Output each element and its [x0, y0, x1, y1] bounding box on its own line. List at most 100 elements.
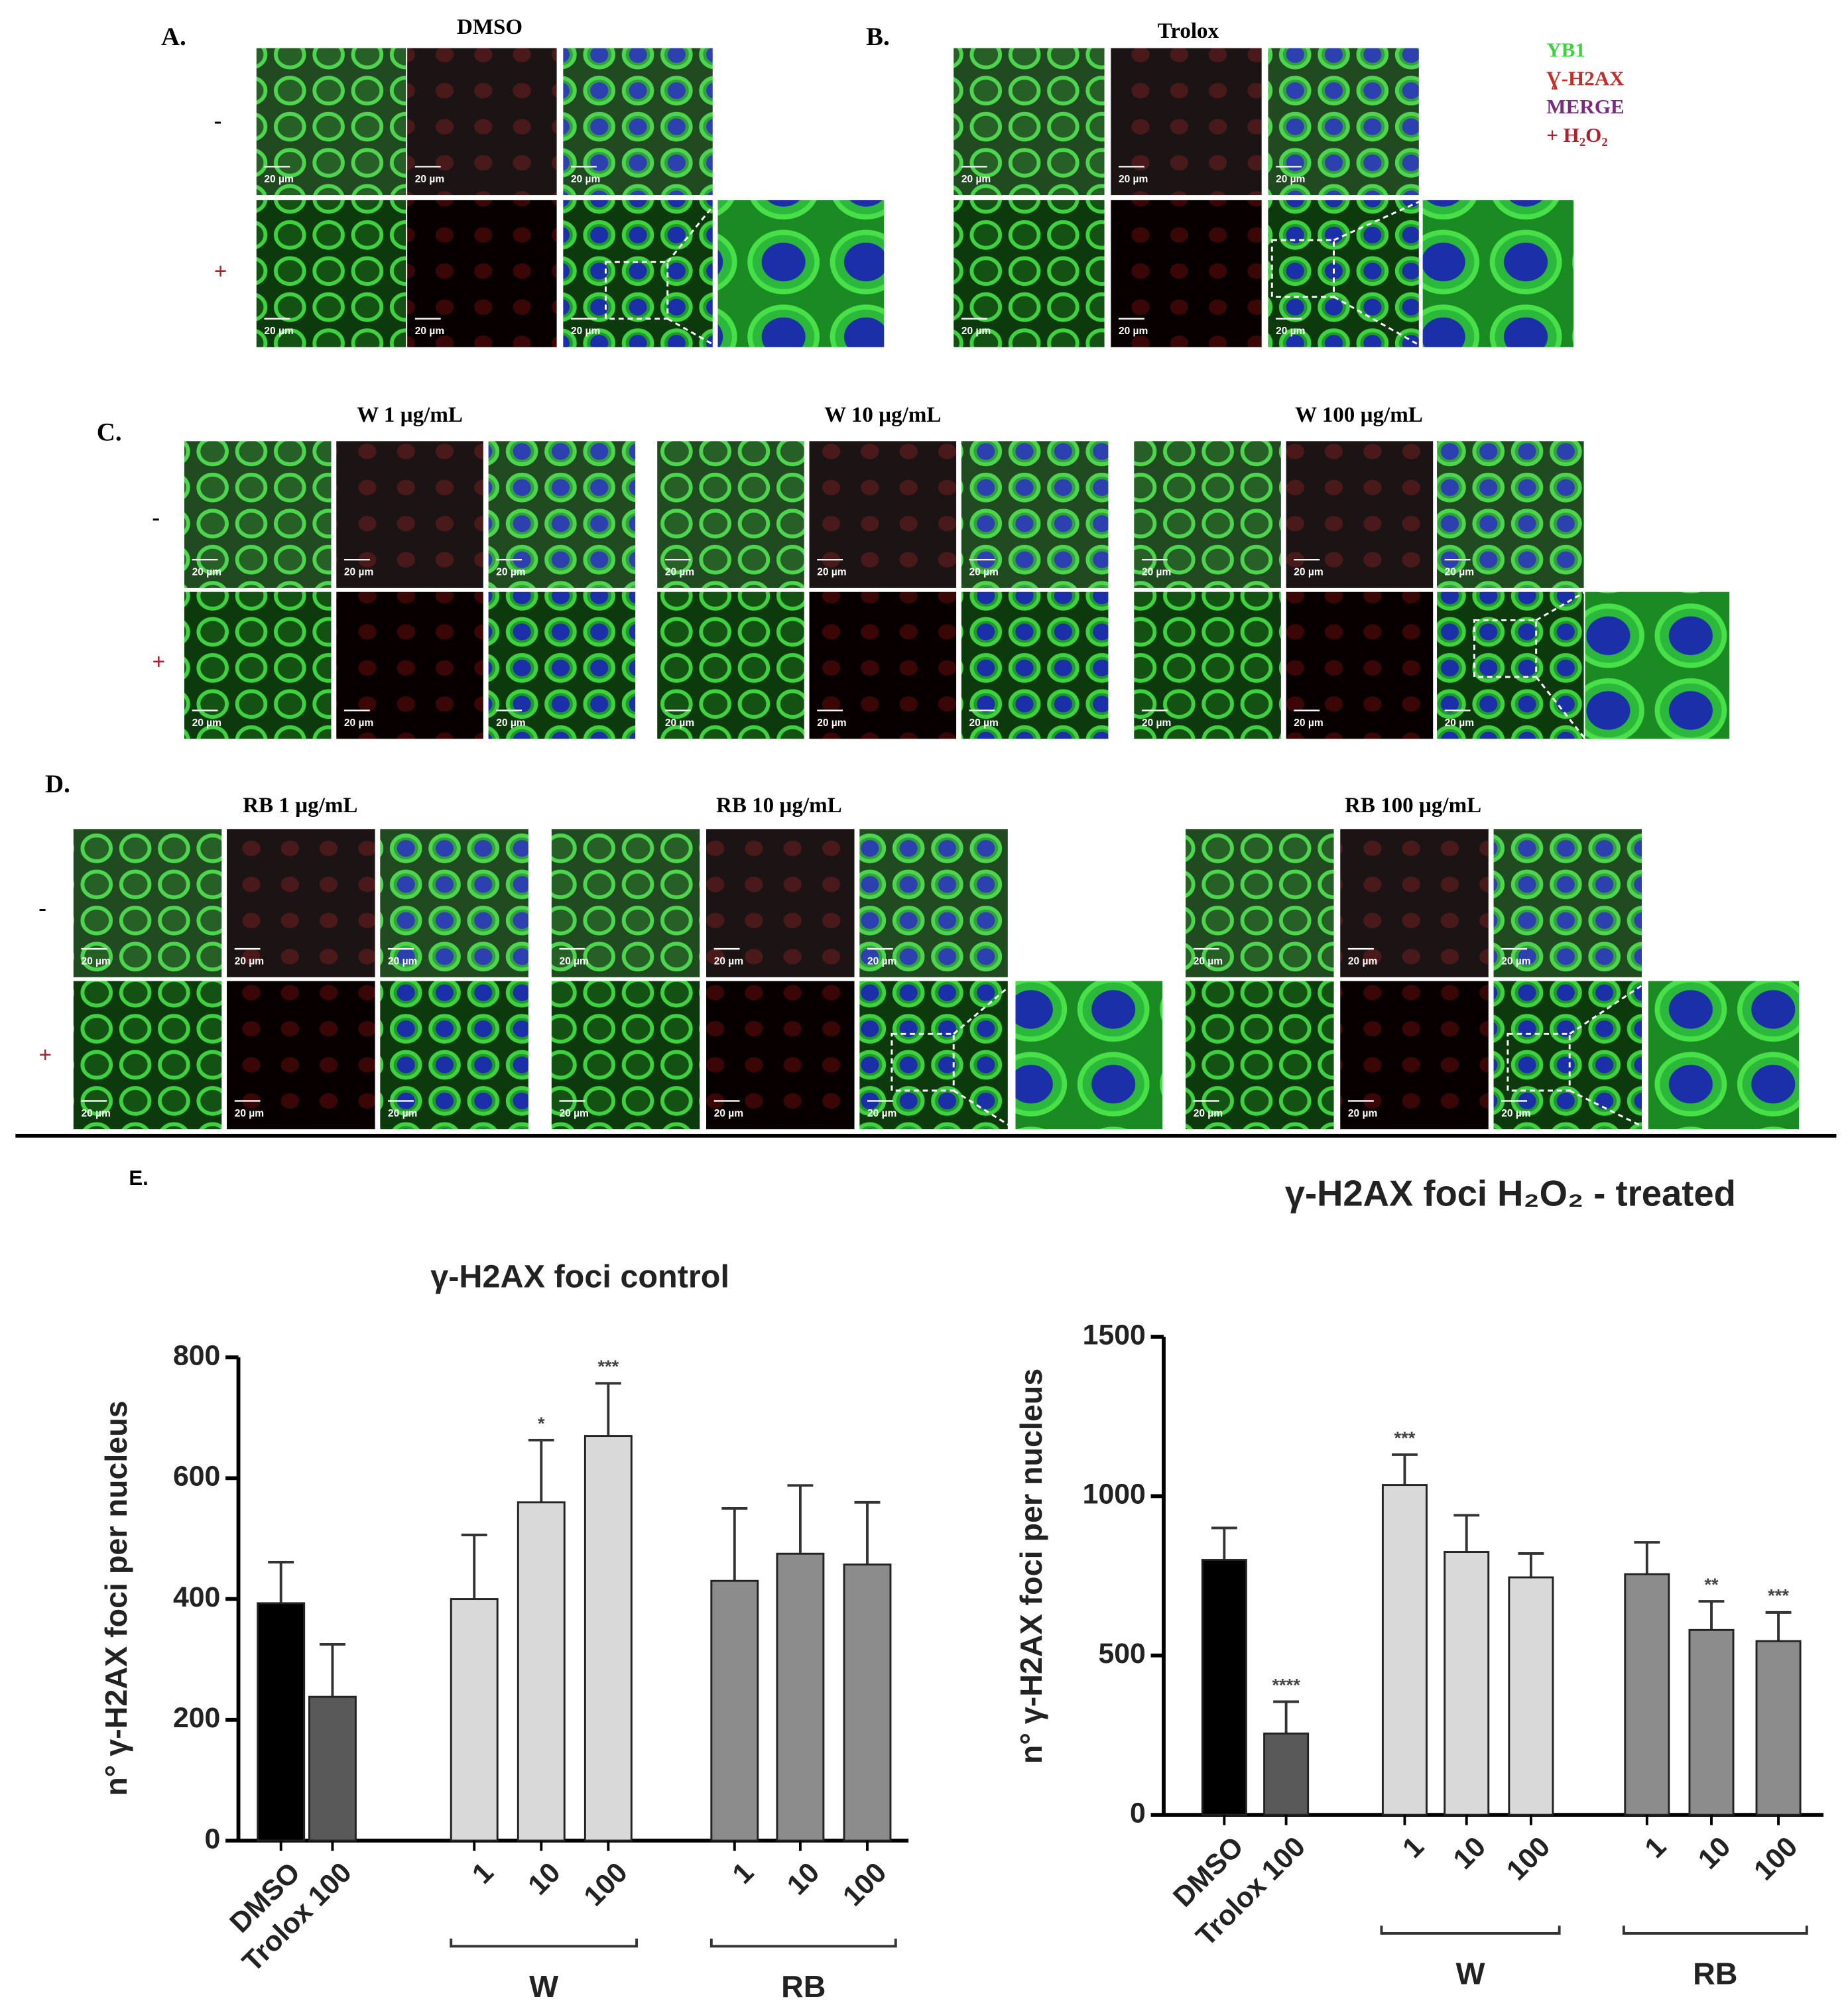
micrograph: [1186, 981, 1334, 1130]
x-tick-label: 10: [1692, 1831, 1737, 1876]
x-tick-label: 10: [781, 1857, 826, 1902]
micrograph: [1340, 981, 1489, 1130]
micrograph: [551, 981, 700, 1130]
legend-text: + H₂O₂: [1546, 123, 1607, 147]
bar: [1381, 1484, 1428, 1816]
y-tick-label: 200: [173, 1702, 220, 1734]
micrograph: [657, 441, 804, 588]
zoom-line: [667, 318, 719, 348]
group-label: W: [529, 1969, 558, 2004]
scale-bar-label: 20 µm: [1142, 717, 1171, 729]
group-label: W: [1456, 1956, 1485, 1990]
scale-bar-label: 20 µm: [388, 956, 417, 967]
panel-title: W 1 µg/mL: [357, 403, 463, 427]
micrograph: [256, 48, 406, 196]
scale-bar-label: 20 µm: [192, 567, 221, 578]
scale-bar-label: 20 µm: [559, 956, 588, 967]
scale-bar-label: 20 µm: [867, 1108, 896, 1119]
micrograph: [809, 591, 957, 739]
scale-bar-label: 20 µm: [192, 717, 221, 729]
bar: [1201, 1559, 1247, 1816]
y-tick-label: 0: [205, 1823, 221, 1855]
micrograph: [1134, 591, 1281, 739]
panel-title: W 100 µg/mL: [1295, 403, 1423, 427]
scale-bar-label: 20 µm: [1194, 956, 1223, 967]
row-label: +: [152, 649, 165, 675]
y-tick-label: 800: [173, 1339, 220, 1371]
row-label: +: [38, 1042, 52, 1068]
x-tick-label: 1: [1638, 1831, 1672, 1864]
zoom-line: [953, 1089, 1016, 1130]
micrograph: [407, 48, 557, 196]
scale-bar-label: 20 µm: [1276, 174, 1305, 185]
scale-bar-label: 20 µm: [1348, 1108, 1377, 1119]
zoom-box: [604, 261, 669, 320]
scale-bar-label: 20 µm: [264, 326, 293, 337]
chart-title: γ-H2AX foci H₂O₂ - treated: [1285, 1174, 1736, 1214]
panel-title: C.: [97, 418, 122, 447]
bar: [776, 1552, 825, 1842]
scale-bar-label: 20 µm: [867, 956, 896, 967]
bar: [1624, 1573, 1670, 1816]
micrograph: [563, 48, 713, 196]
scale-bar-label: 20 µm: [969, 567, 999, 578]
zoom-line: [1535, 676, 1586, 740]
panel-title: B.: [866, 23, 890, 51]
scale-bar-label: 20 µm: [235, 956, 264, 967]
micrograph: [1437, 591, 1584, 739]
y-tick-label: 1500: [1083, 1319, 1146, 1351]
micrograph: [563, 200, 713, 347]
scale-bar-label: 20 µm: [81, 1108, 110, 1119]
x-tick-label: 100: [837, 1857, 893, 1912]
zoom-line: [953, 980, 1016, 1035]
micrograph: [1186, 829, 1334, 977]
panel-title: A.: [161, 23, 186, 51]
x-tick-label: 1: [1396, 1831, 1430, 1864]
legend-text: Ɣ-H2AX: [1546, 66, 1625, 90]
x-tick-label: 100: [1748, 1831, 1804, 1886]
scale-bar-label: 20 µm: [961, 174, 991, 185]
significance: ****: [1272, 1674, 1300, 1695]
micrograph: [227, 981, 375, 1130]
scale-bar-label: 20 µm: [665, 567, 694, 578]
micrograph: [1340, 829, 1489, 977]
panel-title: RB 100 µg/mL: [1345, 794, 1481, 818]
bar: [257, 1602, 306, 1842]
scale-bar-label: 20 µm: [969, 717, 999, 729]
chart-title: γ-H2AX foci control: [430, 1258, 729, 1294]
bar: [1508, 1576, 1554, 1816]
panel-label: E.: [129, 1166, 148, 1190]
row-label: +: [214, 259, 227, 284]
micrograph: [859, 981, 1008, 1130]
micrograph: [488, 591, 636, 739]
scale-bar-label: 20 µm: [415, 326, 444, 337]
row-label: -: [38, 895, 46, 921]
scale-bar-label: 20 µm: [1142, 567, 1171, 578]
micrograph: [1493, 981, 1642, 1130]
legend-text: YB1: [1546, 38, 1585, 62]
scale-bar-label: 20 µm: [665, 717, 694, 729]
micrograph: [809, 441, 957, 588]
scale-bar-label: 20 µm: [1348, 956, 1377, 967]
micrograph: [1493, 829, 1642, 977]
significance: **: [1704, 1574, 1719, 1595]
zoom-line: [1535, 591, 1586, 621]
micrograph: [407, 200, 557, 347]
x-tick-label: 1: [726, 1857, 760, 1890]
legend: YB1 Ɣ-H2AX MERGE + H₂O₂: [1546, 38, 1625, 147]
micrograph: [488, 441, 636, 588]
scale-bar-label: 20 µm: [344, 717, 373, 729]
y-axis-label: n° γ-H2AX foci per nucleus: [1014, 1369, 1048, 1764]
scale-bar-label: 20 µm: [571, 326, 600, 337]
zoom-box: [1507, 1032, 1571, 1092]
scale-bar-label: 20 µm: [817, 567, 846, 578]
zoom-line: [666, 199, 719, 263]
bar: [450, 1598, 499, 1842]
bar: [1444, 1551, 1490, 1816]
scale-bar-label: 20 µm: [1119, 174, 1148, 185]
micrograph: [227, 829, 375, 977]
zoom-line: [1333, 296, 1424, 348]
scale-bar-label: 20 µm: [1445, 717, 1474, 729]
scale-bar-label: 20 µm: [1294, 717, 1323, 729]
